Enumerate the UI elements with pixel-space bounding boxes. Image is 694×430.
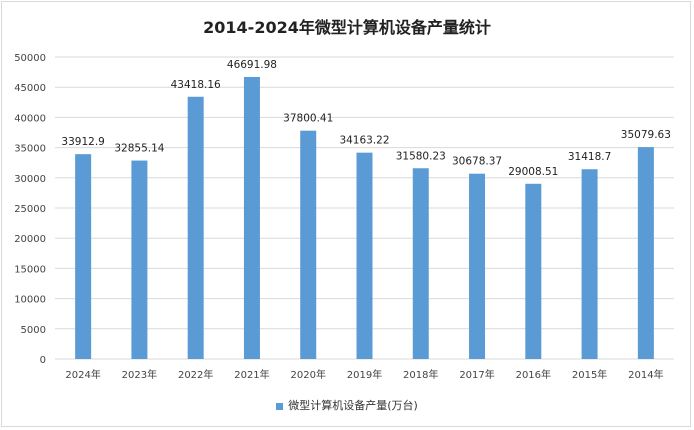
x-tick-label: 2021年 — [234, 368, 269, 381]
chart-title: 2014-2024年微型计算机设备产量统计 — [203, 18, 491, 37]
y-tick-label: 10000 — [14, 295, 46, 306]
x-tick-label: 2019年 — [347, 368, 382, 381]
y-tick-label: 20000 — [14, 234, 46, 245]
value-label: 32855.14 — [114, 143, 164, 155]
legend-swatch — [276, 402, 284, 410]
y-tick-label: 25000 — [14, 204, 46, 215]
y-tick-label: 30000 — [14, 174, 46, 185]
value-label: 37800.41 — [283, 113, 333, 125]
y-tick-label: 0 — [40, 355, 46, 366]
value-label: 31418.7 — [568, 151, 611, 163]
x-tick-label: 2020年 — [291, 368, 326, 381]
bar — [637, 147, 654, 359]
legend-label: 微型计算机设备产量(万台) — [288, 399, 418, 412]
x-tick-label: 2018年 — [403, 368, 438, 381]
y-tick-label: 50000 — [14, 53, 46, 64]
bar — [581, 169, 598, 359]
x-tick-label: 2022年 — [178, 368, 213, 381]
bar — [356, 152, 373, 359]
x-tick-label: 2017年 — [459, 368, 494, 381]
value-label: 43418.16 — [171, 79, 221, 91]
bar — [131, 160, 148, 359]
x-tick-label: 2024年 — [65, 368, 100, 381]
value-label: 34163.22 — [339, 135, 389, 147]
value-label: 30678.37 — [452, 156, 502, 168]
bar — [300, 130, 317, 359]
value-label: 35079.63 — [621, 129, 671, 141]
bar — [243, 76, 260, 359]
y-tick-label: 35000 — [14, 144, 46, 155]
value-label: 31580.23 — [396, 150, 446, 162]
x-tick-label: 2014年 — [628, 368, 663, 381]
bar — [75, 154, 92, 359]
value-label: 29008.51 — [508, 166, 558, 178]
value-label: 46691.98 — [227, 59, 277, 71]
x-tick-label: 2023年 — [122, 368, 157, 381]
bar — [525, 183, 542, 359]
bar — [469, 173, 486, 359]
y-tick-label: 40000 — [14, 113, 46, 124]
y-tick-label: 5000 — [21, 325, 46, 336]
bar — [412, 168, 429, 359]
legend: 微型计算机设备产量(万台) — [0, 397, 694, 413]
x-tick-label: 2015年 — [572, 368, 607, 381]
x-tick-label: 2016年 — [516, 368, 551, 381]
y-tick-label: 45000 — [14, 83, 46, 94]
value-label: 33912.9 — [61, 136, 104, 148]
bar — [187, 96, 204, 360]
y-tick-label: 15000 — [14, 264, 46, 275]
